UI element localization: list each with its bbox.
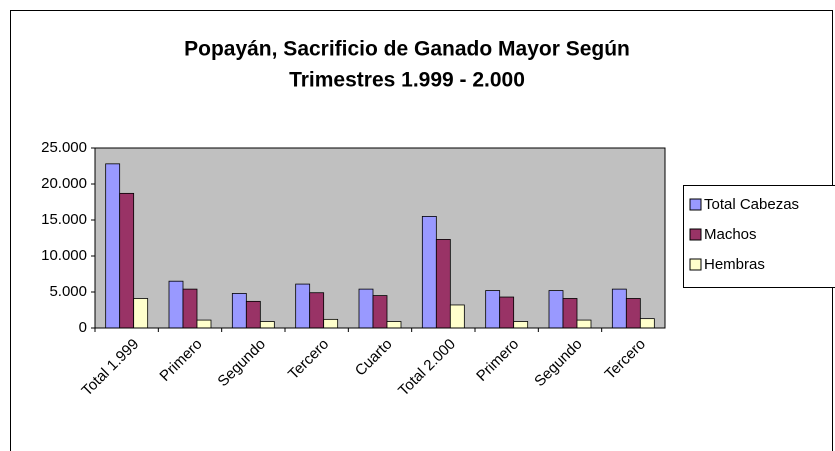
bar [513, 321, 529, 329]
chart-title: Popayán, Sacrificio de Ganado Mayor Segú… [184, 38, 630, 61]
legend-swatch [689, 258, 702, 271]
legend-label: Hembras [704, 256, 765, 273]
bar [639, 318, 655, 329]
y-tick-label: 20.000 [41, 175, 87, 192]
y-tick-label: 5.000 [49, 283, 87, 300]
chart-title: Trimestres 1.999 - 2.000 [289, 69, 525, 92]
bar [386, 321, 402, 329]
bar [576, 319, 592, 329]
bar [119, 192, 135, 329]
bar [562, 298, 578, 329]
y-tick-label: 15.000 [41, 211, 87, 228]
bar [323, 318, 339, 329]
bar [196, 319, 212, 329]
bar [625, 298, 641, 329]
y-tick-label: 25.000 [41, 139, 87, 156]
bar [435, 239, 451, 329]
y-tick-label: 0 [79, 319, 87, 336]
legend-swatch [689, 198, 702, 211]
y-tick-label: 10.000 [41, 247, 87, 264]
bar [168, 280, 184, 329]
bar [358, 288, 374, 329]
bar [231, 293, 247, 329]
bar [548, 290, 564, 329]
bar [485, 290, 501, 329]
legend-swatch [689, 228, 702, 241]
legend [683, 185, 835, 288]
bar [611, 288, 627, 329]
bar [259, 321, 275, 329]
bar [295, 283, 311, 329]
bar [421, 215, 437, 329]
bar [182, 288, 198, 329]
legend-label: Machos [704, 226, 757, 243]
bar [499, 296, 515, 329]
bar [245, 300, 261, 329]
legend-label: Total Cabezas [704, 196, 799, 213]
bar [133, 298, 149, 329]
bar [309, 292, 325, 329]
bar [105, 163, 121, 329]
bar [449, 304, 465, 329]
bar [372, 295, 388, 329]
